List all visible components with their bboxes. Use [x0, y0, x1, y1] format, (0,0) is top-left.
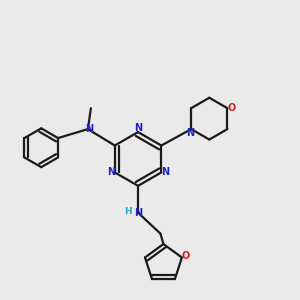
Text: O: O [227, 103, 236, 113]
Text: N: N [186, 128, 194, 138]
Text: N: N [134, 123, 142, 133]
Text: N: N [134, 208, 142, 218]
Text: N: N [85, 124, 93, 134]
Text: N: N [107, 167, 115, 177]
Text: N: N [161, 167, 169, 177]
Text: H: H [124, 207, 131, 216]
Text: O: O [182, 251, 190, 261]
